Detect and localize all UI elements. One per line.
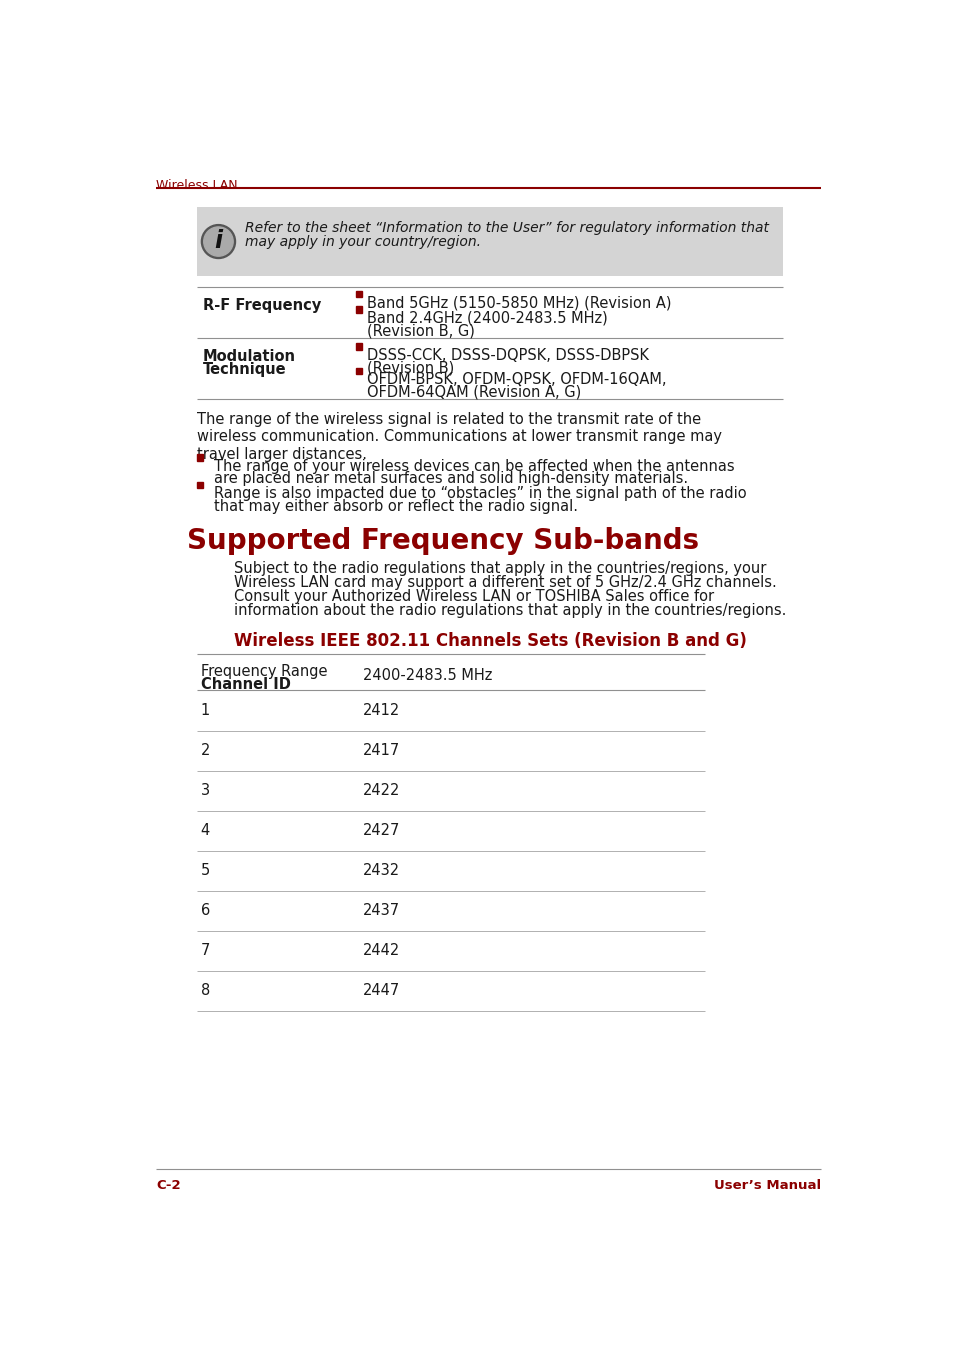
Text: (Revision B): (Revision B) <box>367 360 454 375</box>
Text: Band 5GHz (5150-5850 MHz) (Revision A): Band 5GHz (5150-5850 MHz) (Revision A) <box>367 296 671 311</box>
Text: Wireless LAN: Wireless LAN <box>156 180 238 192</box>
Text: 2447: 2447 <box>363 983 400 998</box>
Text: Band 2.4GHz (2400-2483.5 MHz): Band 2.4GHz (2400-2483.5 MHz) <box>367 311 607 326</box>
Text: C-2: C-2 <box>156 1179 181 1191</box>
Text: 2427: 2427 <box>363 823 400 838</box>
Text: Modulation: Modulation <box>203 349 295 364</box>
Text: Range is also impacted due to “obstacles” in the signal path of the radio: Range is also impacted due to “obstacles… <box>213 487 745 502</box>
Bar <box>355 291 362 297</box>
Text: 2442: 2442 <box>363 944 400 959</box>
Text: 2417: 2417 <box>363 742 400 758</box>
Circle shape <box>204 227 233 256</box>
Text: 8: 8 <box>200 983 210 998</box>
Text: 7: 7 <box>200 944 210 959</box>
Text: Supported Frequency Sub-bands: Supported Frequency Sub-bands <box>187 527 699 556</box>
Bar <box>355 368 362 375</box>
Text: information about the radio regulations that apply in the countries/regions.: information about the radio regulations … <box>233 603 785 618</box>
Text: Refer to the sheet “Information to the User” for regulatory information that: Refer to the sheet “Information to the U… <box>245 220 768 235</box>
Text: 2: 2 <box>200 742 210 758</box>
Text: R-F Frequency: R-F Frequency <box>203 297 321 312</box>
Text: Wireless IEEE 802.11 Channels Sets (Revision B and G): Wireless IEEE 802.11 Channels Sets (Revi… <box>233 631 746 650</box>
Text: i: i <box>214 228 222 253</box>
Text: DSSS-CCK, DSSS-DQPSK, DSSS-DBPSK: DSSS-CCK, DSSS-DQPSK, DSSS-DBPSK <box>367 347 649 362</box>
Text: 2400-2483.5 MHz: 2400-2483.5 MHz <box>363 668 493 683</box>
Bar <box>196 454 203 461</box>
Text: User’s Manual: User’s Manual <box>714 1179 821 1191</box>
Text: are placed near metal surfaces and solid high-density materials.: are placed near metal surfaces and solid… <box>213 470 687 485</box>
Text: 4: 4 <box>200 823 210 838</box>
Text: 2432: 2432 <box>363 863 400 877</box>
Text: 5: 5 <box>200 863 210 877</box>
Text: OFDM-64QAM (Revision A, G): OFDM-64QAM (Revision A, G) <box>367 385 581 400</box>
Text: Subject to the radio regulations that apply in the countries/regions, your: Subject to the radio regulations that ap… <box>233 561 765 576</box>
Text: Wireless LAN card may support a different set of 5 GHz/2.4 GHz channels.: Wireless LAN card may support a differen… <box>233 575 776 589</box>
Text: 3: 3 <box>200 783 210 798</box>
Bar <box>196 481 203 488</box>
Text: that may either absorb or reflect the radio signal.: that may either absorb or reflect the ra… <box>213 499 578 514</box>
Text: 2437: 2437 <box>363 903 400 918</box>
Text: 1: 1 <box>200 703 210 718</box>
Text: 2422: 2422 <box>363 783 400 798</box>
Text: 2412: 2412 <box>363 703 400 718</box>
Text: (Revision B, G): (Revision B, G) <box>367 323 475 338</box>
Bar <box>355 343 362 350</box>
Text: may apply in your country/region.: may apply in your country/region. <box>245 235 480 249</box>
Text: The range of your wireless devices can be affected when the antennas: The range of your wireless devices can b… <box>213 458 734 473</box>
Circle shape <box>201 224 235 258</box>
Text: OFDM-BPSK, OFDM-QPSK, OFDM-16QAM,: OFDM-BPSK, OFDM-QPSK, OFDM-16QAM, <box>367 372 666 388</box>
Text: The range of the wireless signal is related to the transmit rate of the
wireless: The range of the wireless signal is rela… <box>196 412 721 461</box>
Text: Channel ID: Channel ID <box>200 676 291 692</box>
Text: 6: 6 <box>200 903 210 918</box>
Text: Frequency Range: Frequency Range <box>200 664 327 679</box>
Text: Consult your Authorized Wireless LAN or TOSHIBA Sales office for: Consult your Authorized Wireless LAN or … <box>233 589 714 604</box>
Bar <box>196 207 781 276</box>
Text: Technique: Technique <box>203 362 286 377</box>
Bar <box>355 307 362 312</box>
